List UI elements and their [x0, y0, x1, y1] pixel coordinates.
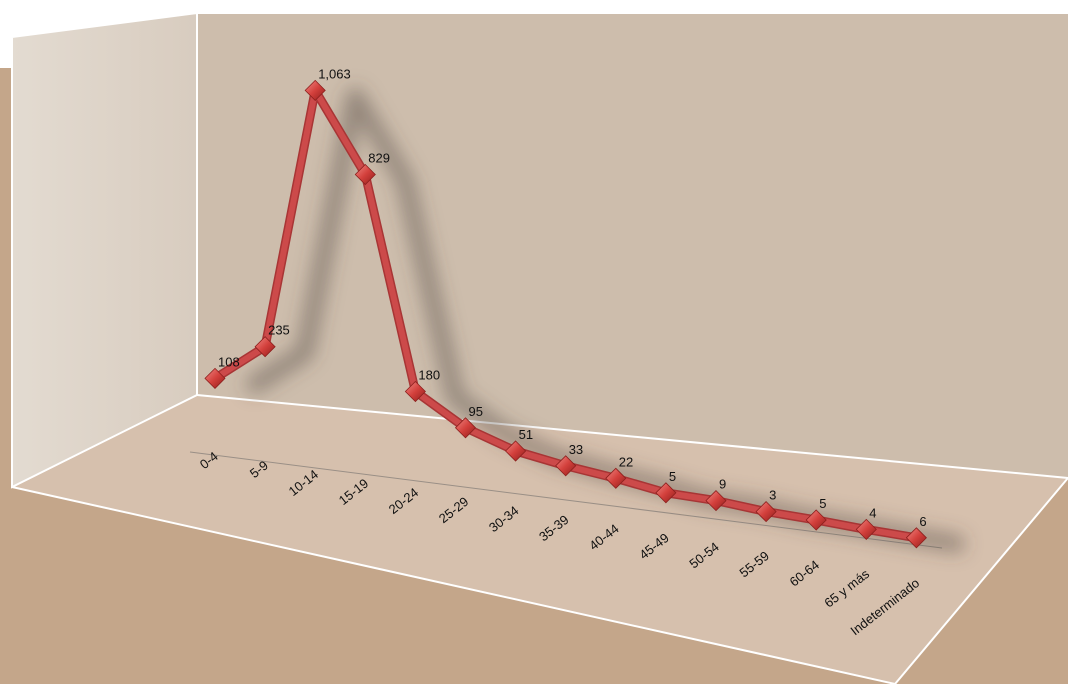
data-label: 6	[919, 514, 926, 529]
data-point-marker	[404, 380, 426, 403]
data-point-marker	[204, 367, 226, 389]
data-label: 829	[368, 151, 390, 166]
data-label: 33	[569, 442, 583, 457]
data-point-marker	[454, 417, 477, 439]
data-label: 180	[418, 368, 440, 383]
data-point-marker	[755, 501, 777, 523]
data-point-marker	[855, 518, 877, 540]
data-point-marker	[304, 79, 326, 101]
data-point-marker	[805, 509, 827, 531]
back-wall	[197, 13, 1068, 478]
box-edge-back-floor	[196, 394, 1068, 479]
data-labels-group: 108 235 1,063 829 180 95 51 33 22 5 9 3 5 4 6	[218, 66, 927, 528]
data-point-marker	[905, 527, 927, 549]
data-label: 9	[719, 477, 726, 492]
data-point-marker	[605, 467, 627, 489]
data-point-marker	[354, 163, 376, 186]
x-axis-line	[189, 451, 943, 549]
data-point-marker	[505, 440, 527, 462]
floor	[12, 395, 1068, 684]
data-point-marker	[254, 336, 276, 358]
box-edge-right-floor	[894, 477, 1068, 684]
data-label: 22	[619, 454, 633, 469]
data-point-marker	[655, 482, 677, 504]
data-label: 5	[819, 496, 826, 511]
markers-group	[204, 79, 927, 549]
data-label: 235	[268, 323, 290, 338]
data-label: 4	[869, 505, 876, 520]
data-label: 5	[669, 469, 676, 484]
side-wall	[12, 13, 197, 487]
data-label: 51	[519, 427, 533, 442]
data-label: 108	[218, 354, 240, 369]
data-label: 95	[469, 404, 483, 419]
data-label: 1,063	[318, 66, 351, 81]
box-edge-front-floor	[11, 486, 896, 684]
data-label: 3	[769, 488, 776, 503]
data-point-marker	[555, 455, 577, 477]
data-point-marker	[705, 490, 727, 512]
